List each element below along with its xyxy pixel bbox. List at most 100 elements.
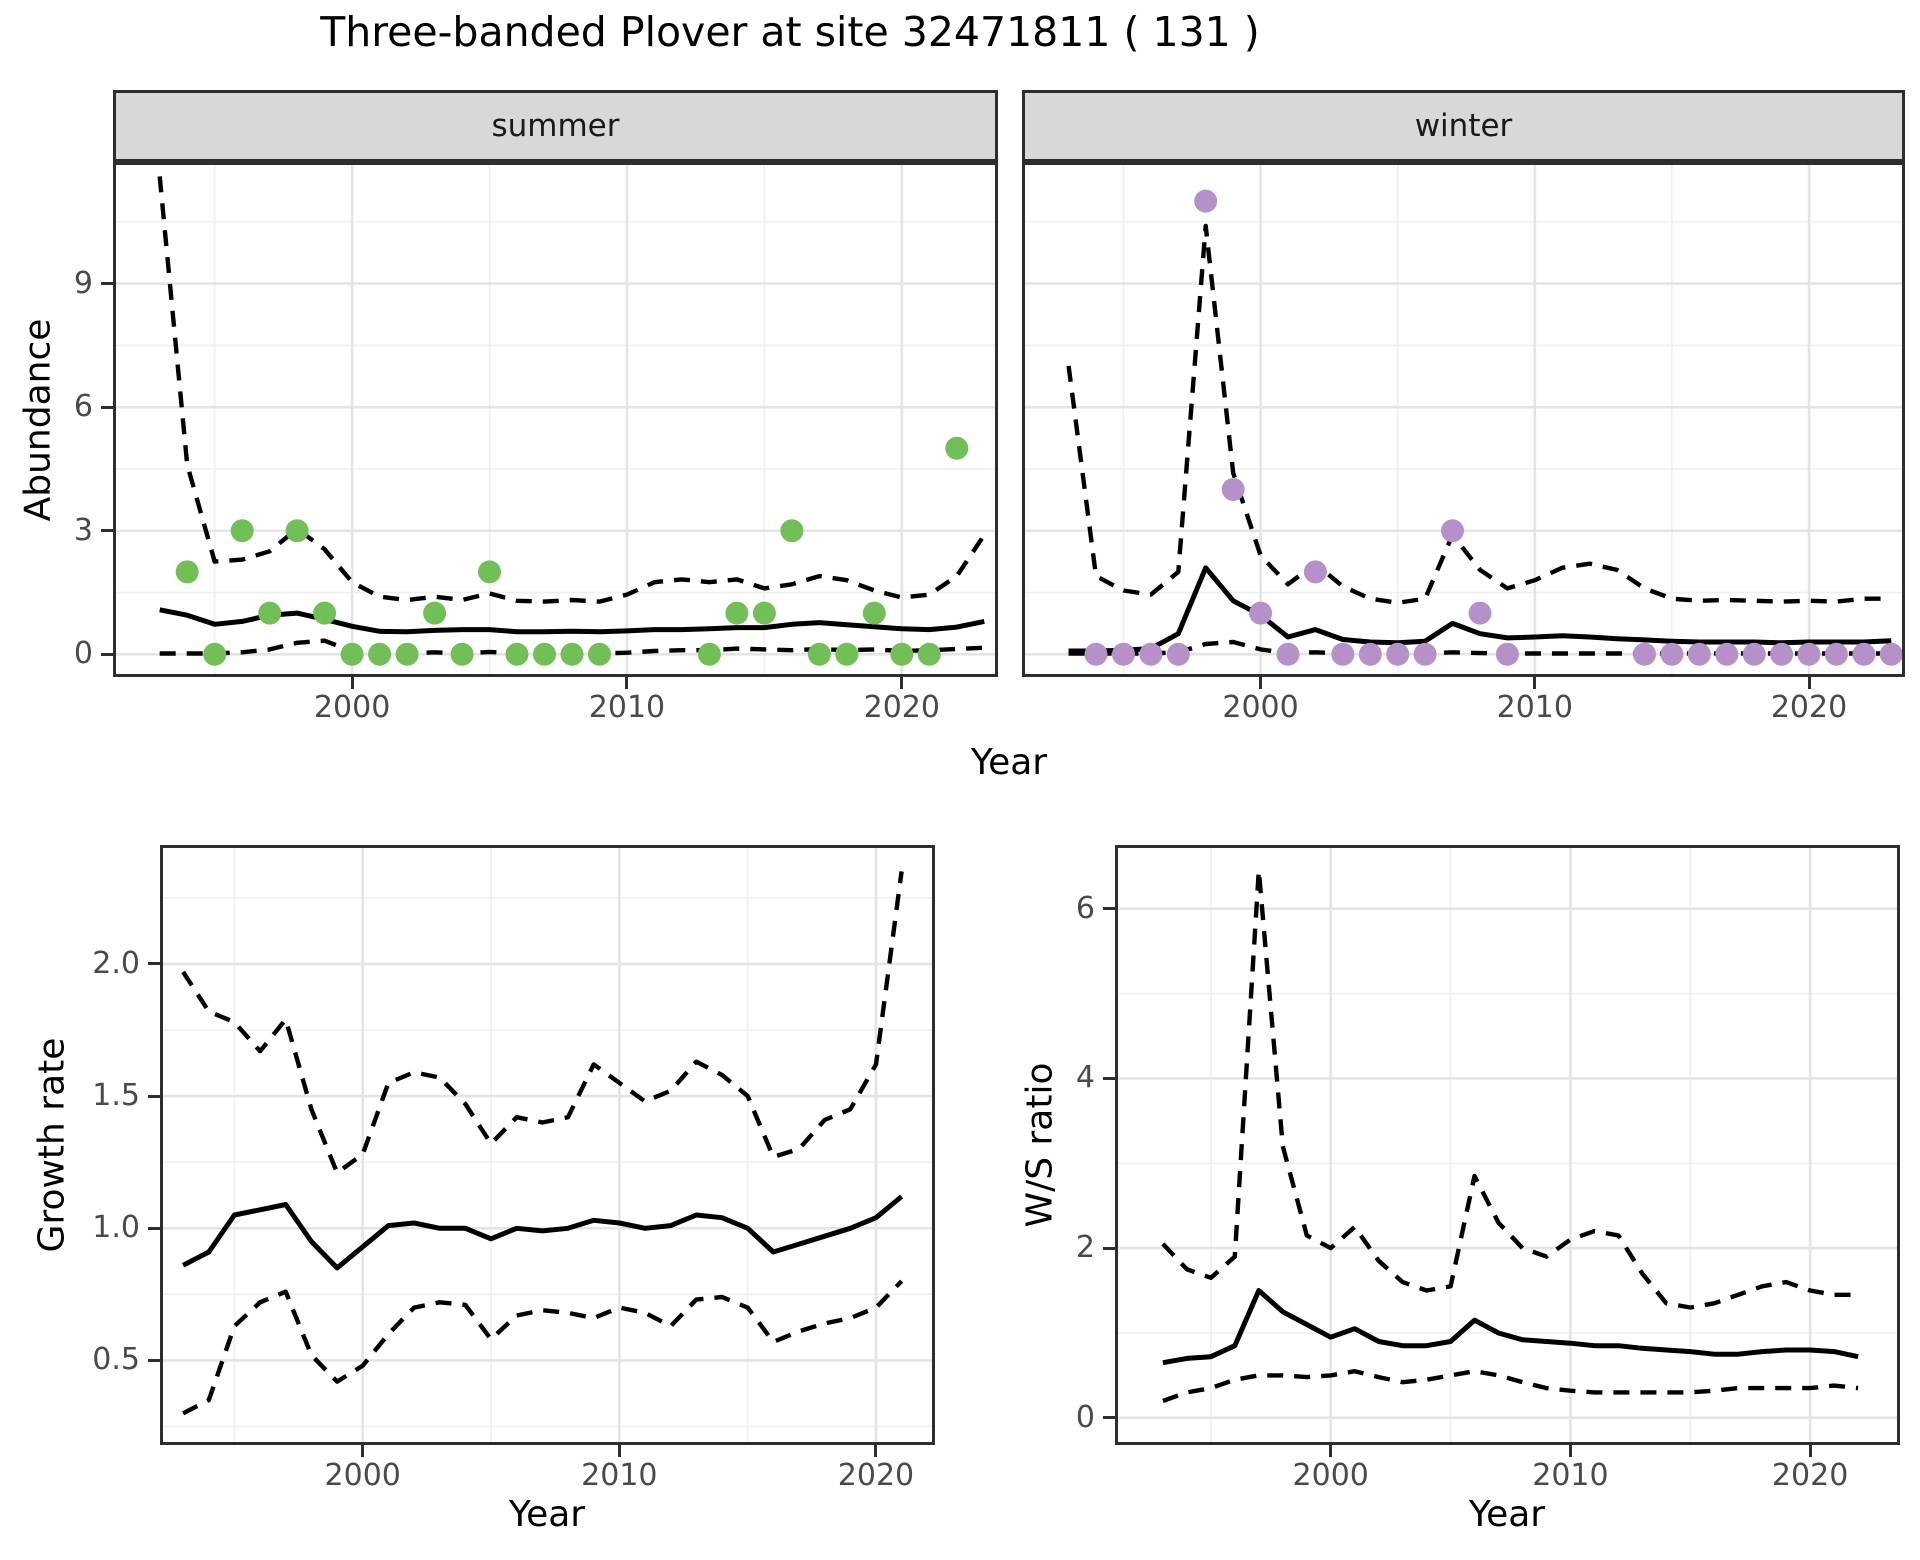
y-tick-mark [148, 1094, 160, 1098]
x-tick-label: 2010 [1496, 690, 1573, 725]
data-point-summer [313, 601, 337, 625]
data-point-summer [780, 519, 804, 543]
data-point-summer [285, 519, 309, 543]
y-tick-label: 4 [1075, 1060, 1095, 1096]
data-point-winter [1468, 601, 1492, 625]
data-point-winter [1303, 560, 1327, 584]
y-tick-mark [101, 529, 113, 533]
data-point-summer [478, 560, 501, 584]
y-axis-label-ws-ratio: W/S ratio [1019, 1062, 1061, 1228]
y-tick-label: 1.0 [92, 1210, 140, 1246]
data-point-summer [697, 642, 721, 666]
median-line [1162, 1288, 1859, 1366]
median-line [181, 1194, 904, 1271]
data-point-winter [1194, 189, 1218, 213]
upper-credible-interval-line [1066, 223, 1892, 605]
y-tick-label: 9 [73, 265, 93, 301]
data-point-winter [1331, 642, 1355, 666]
data-point-winter [1386, 642, 1410, 666]
data-point-winter [1139, 642, 1163, 666]
data-point-winter [1687, 642, 1711, 666]
data-point-summer [862, 601, 886, 625]
x-tick-label: 2010 [1532, 1458, 1609, 1493]
facet-strip-winter: winter [1022, 90, 1905, 162]
x-tick-label: 2020 [1770, 690, 1848, 725]
y-tick-label: 1.5 [92, 1078, 140, 1114]
x-tick-mark [617, 1445, 621, 1457]
data-point-winter [1633, 642, 1656, 666]
data-point-summer [890, 642, 914, 666]
data-point-winter [1441, 519, 1464, 543]
data-point-winter [1742, 642, 1766, 666]
y-tick-mark [1103, 1416, 1115, 1420]
data-point-summer [835, 642, 859, 666]
y-tick-mark [101, 652, 113, 656]
y-tick-mark [148, 1226, 160, 1230]
panel-background [160, 845, 935, 1445]
data-point-winter [1797, 642, 1821, 666]
panel-background [1115, 845, 1900, 1445]
data-point-summer [945, 436, 969, 460]
x-tick-mark [350, 677, 354, 689]
x-tick-mark [1329, 1445, 1333, 1457]
data-point-summer [505, 642, 529, 666]
y-axis-label-growth-rate: Growth rate [31, 1037, 73, 1253]
x-axis-label-year-ratio: Year [1468, 1494, 1546, 1535]
data-point-winter [1770, 642, 1794, 666]
panel-border [113, 162, 998, 677]
data-point-summer [588, 642, 611, 666]
data-point-summer [175, 560, 199, 584]
panel-abundance-summer: 2000 2010 2020 0 3 6 9 [74, 162, 998, 723]
panel-border [1115, 845, 1900, 1445]
data-point-winter [1495, 642, 1519, 666]
x-tick-label: 2020 [837, 1458, 915, 1493]
abundance-winter-chart [1022, 162, 1905, 677]
facet-strip-winter-label: winter [1414, 108, 1513, 144]
data-point-summer [230, 519, 254, 543]
x-tick-label: 2000 [1292, 1458, 1369, 1493]
data-point-winter [1084, 642, 1108, 666]
data-point-winter [1358, 642, 1382, 666]
data-point-summer [533, 642, 556, 666]
x-tick-label: 2000 [1222, 690, 1299, 725]
y-tick-mark [101, 282, 113, 286]
data-point-summer [340, 642, 364, 666]
y-axis-label-abundance: Abundance [17, 318, 59, 522]
data-point-winter [1824, 642, 1848, 666]
x-axis-label-year-growth: Year [508, 1494, 586, 1535]
lower-credible-interval-line [1162, 1369, 1859, 1403]
data-point-summer [368, 642, 392, 666]
y-tick-label: 3 [73, 512, 93, 548]
data-point-summer [807, 642, 831, 666]
y-tick-mark [1103, 1076, 1115, 1080]
median-line [1068, 565, 1892, 654]
data-point-winter [1166, 642, 1190, 666]
upper-credible-interval-line [157, 176, 987, 604]
lower-credible-interval-line [182, 1279, 904, 1416]
data-point-summer [423, 601, 447, 625]
panel-border [160, 845, 935, 1445]
plot-title: Three-banded Plover at site 32471811 ( 1… [320, 8, 1260, 56]
y-tick-label: 0 [1075, 1399, 1095, 1435]
x-tick-mark [874, 1445, 878, 1457]
x-axis-label-year-top: Year [970, 742, 1048, 783]
data-point-summer [395, 642, 419, 666]
data-point-winter [1852, 642, 1876, 666]
data-point-summer [203, 642, 227, 666]
x-tick-mark [1808, 1445, 1812, 1457]
upper-credible-interval-line [181, 871, 904, 1175]
panel-ws-ratio: 2000 2010 2020 0 2 4 6 [1076, 845, 1900, 1491]
x-tick-mark [1568, 1445, 1572, 1457]
data-point-winter [1276, 642, 1300, 666]
facet-strip-summer: summer [113, 90, 998, 162]
panel-border [1022, 162, 1905, 677]
data-point-winter [1221, 478, 1245, 501]
data-point-summer [917, 642, 941, 666]
median-line [159, 607, 985, 635]
x-tick-mark [1259, 677, 1263, 689]
data-point-summer [258, 601, 282, 625]
facet-strip-summer-label: summer [491, 108, 620, 144]
data-point-summer [752, 601, 776, 625]
upper-credible-interval-line [1161, 868, 1859, 1310]
y-tick-mark [1103, 1246, 1115, 1250]
